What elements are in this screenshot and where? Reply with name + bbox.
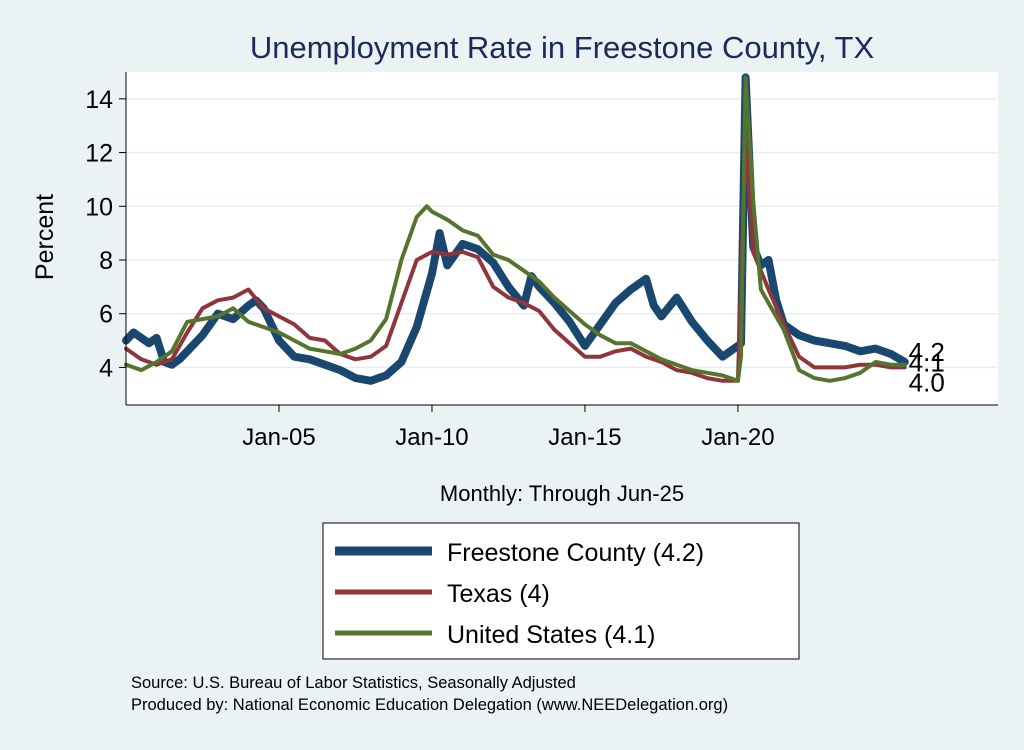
y-tick-label-10: 10 (85, 193, 113, 221)
end-label-4.0: 4.0 (909, 367, 945, 397)
y-tick-label-6: 6 (99, 301, 113, 329)
legend: Freestone County (4.2) Texas (4) United … (322, 522, 800, 660)
x-axis-label: Monthly: Through Jun-25 (440, 481, 684, 506)
y-tick-label-4: 4 (99, 354, 113, 382)
x-tick-label-Jan-20: Jan-20 (701, 424, 774, 451)
y-axis-label: Percent (31, 194, 59, 280)
y-axis-ticks: 4 6 8 10 12 14 (85, 86, 126, 382)
x-tick-label-Jan-10: Jan-10 (395, 424, 468, 451)
series-lines (122, 73, 909, 385)
series-line-texas (124, 137, 907, 383)
x-tick-label-Jan-05: Jan-05 (242, 424, 315, 451)
y-tick-label-14: 14 (85, 86, 113, 114)
series-line-freestone-county (122, 73, 909, 385)
x-tick-label-Jan-15: Jan-15 (548, 424, 621, 451)
producer-note: Produced by: National Economic Education… (131, 696, 728, 714)
x-axis-ticks: Jan-05 Jan-10 Jan-15 Jan-20 (242, 405, 775, 451)
chart-title: Unemployment Rate in Freestone County, T… (250, 30, 875, 65)
end-labels: 4.24.14.0 (909, 337, 945, 397)
y-tick-label-12: 12 (85, 140, 113, 168)
source-note: Source: U.S. Bureau of Labor Statistics,… (131, 674, 576, 692)
series-line-united-states (124, 75, 907, 383)
plot-area (126, 72, 998, 405)
legend-label-freestone: Freestone County (4.2) (447, 539, 704, 567)
end-label-4.2: 4.2 (909, 337, 945, 367)
y-tick-label-8: 8 (99, 247, 113, 275)
legend-label-texas: Texas (4) (447, 580, 550, 608)
end-label-4.1: 4.1 (909, 348, 945, 378)
legend-label-us: United States (4.1) (447, 621, 655, 649)
